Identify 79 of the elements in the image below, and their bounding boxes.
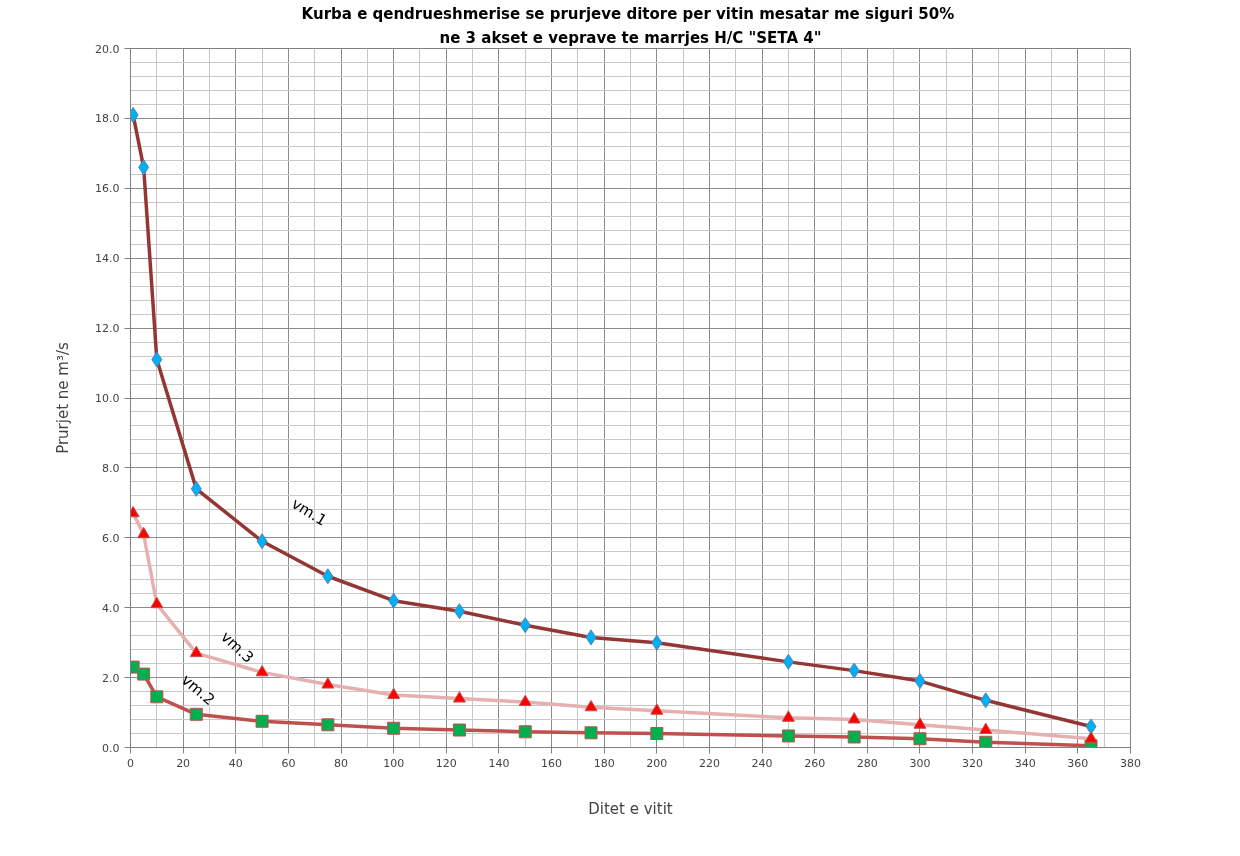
point xyxy=(255,714,269,728)
y-tick-label: 4.0 xyxy=(102,601,120,615)
point xyxy=(847,730,861,744)
point xyxy=(781,729,795,743)
point xyxy=(452,723,466,737)
point xyxy=(256,533,268,550)
point xyxy=(1085,718,1097,735)
point xyxy=(388,592,400,609)
point xyxy=(781,710,795,722)
point xyxy=(914,673,926,690)
point xyxy=(979,722,993,734)
point xyxy=(913,717,927,729)
point xyxy=(650,727,664,741)
point xyxy=(979,735,993,748)
x-tick-label: 200 xyxy=(646,756,668,770)
x-tick-label: 360 xyxy=(1067,756,1089,770)
point xyxy=(255,664,269,677)
point xyxy=(848,662,860,679)
y-tick-label: 8.0 xyxy=(102,461,120,475)
point xyxy=(518,725,532,739)
x-tick-label: 60 xyxy=(281,756,296,770)
point xyxy=(387,687,401,700)
x-tick-label: 20 xyxy=(176,756,191,770)
x-tick-label: 320 xyxy=(962,756,984,770)
x-tick-label: 380 xyxy=(1120,756,1141,770)
x-tick-label: 0 xyxy=(127,756,134,770)
point xyxy=(452,691,466,703)
point xyxy=(453,603,465,620)
x-tick-label: 180 xyxy=(593,756,615,770)
y-tick-label: 6.0 xyxy=(102,531,120,545)
point xyxy=(190,480,202,497)
point xyxy=(321,718,335,732)
point xyxy=(519,617,531,634)
y-tick-label: 16.0 xyxy=(95,182,120,196)
point xyxy=(913,732,927,746)
y-tick-label: 0.0 xyxy=(102,741,120,755)
y-tick-label: 18.0 xyxy=(95,112,120,126)
y-tick-label: 10.0 xyxy=(95,392,120,405)
point xyxy=(782,653,794,670)
point xyxy=(584,726,598,740)
point xyxy=(137,667,151,681)
point xyxy=(189,645,203,658)
point xyxy=(150,690,164,704)
point xyxy=(584,699,598,712)
point xyxy=(847,712,861,724)
point xyxy=(387,721,401,735)
point xyxy=(321,677,335,689)
y-tick-label: 12.0 xyxy=(95,322,120,336)
chart-subtitle: ne 3 akset e veprave te marrjes H/C "SETA 4" xyxy=(439,28,822,47)
x-tick-label: 120 xyxy=(435,756,457,770)
point xyxy=(1084,731,1098,743)
point xyxy=(151,351,163,368)
y-axis-title: Prurjet ne m³/s xyxy=(54,341,73,454)
x-tick-label: 240 xyxy=(751,756,773,770)
point xyxy=(518,694,532,707)
point xyxy=(137,526,151,539)
point xyxy=(322,568,334,585)
y-tick-label: 14.0 xyxy=(95,252,120,266)
x-tick-label: 140 xyxy=(488,756,510,770)
x-tick-label: 40 xyxy=(228,756,243,770)
point xyxy=(651,634,663,651)
x-tick-label: 280 xyxy=(856,756,878,770)
x-tick-label: 220 xyxy=(698,756,720,770)
point xyxy=(650,703,664,715)
x-tick-label: 160 xyxy=(541,756,563,770)
y-tick-label: 20.0 xyxy=(95,42,120,56)
point xyxy=(980,692,992,709)
y-tick-label: 2.0 xyxy=(102,671,120,685)
x-tick-label: 340 xyxy=(1014,756,1036,770)
point xyxy=(585,629,597,646)
point xyxy=(189,707,203,721)
chart-title: Kurba e qendrueshmerise se prurjeve ditore per vitin mesatar me siguri 50% xyxy=(301,4,955,23)
x-tick-label: 100 xyxy=(383,756,405,770)
x-tick-label: 260 xyxy=(804,756,826,770)
x-axis-title: Ditet e vitit xyxy=(588,799,673,818)
point xyxy=(138,159,150,176)
x-tick-label: 80 xyxy=(334,756,349,770)
x-tick-label: 300 xyxy=(909,756,931,770)
point xyxy=(150,596,164,609)
